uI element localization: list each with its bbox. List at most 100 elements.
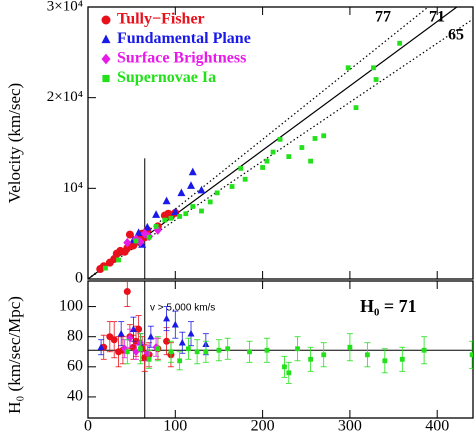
marker bbox=[321, 352, 327, 358]
marker bbox=[207, 199, 213, 205]
legend-marker bbox=[102, 74, 110, 83]
line-label: 71 bbox=[429, 9, 445, 26]
marker bbox=[469, 352, 473, 358]
marker bbox=[295, 346, 300, 352]
legend-label: Supernovae Ia bbox=[117, 69, 216, 86]
marker bbox=[171, 320, 179, 328]
marker bbox=[373, 77, 379, 82]
marker bbox=[162, 217, 168, 223]
plot-frame bbox=[87, 280, 474, 419]
marker bbox=[187, 329, 195, 337]
marker bbox=[345, 65, 351, 71]
marker bbox=[146, 356, 152, 362]
marker bbox=[168, 215, 174, 221]
x-tick-label: 100 bbox=[163, 418, 187, 432]
line-label: 77 bbox=[375, 9, 391, 26]
marker bbox=[123, 244, 132, 253]
marker bbox=[199, 208, 204, 214]
marker bbox=[321, 133, 327, 139]
marker bbox=[353, 105, 359, 111]
marker bbox=[190, 204, 196, 209]
marker bbox=[203, 349, 209, 355]
marker bbox=[286, 370, 292, 376]
marker bbox=[124, 349, 130, 355]
y-axis-label: Velocity (km/sec) bbox=[5, 83, 24, 203]
marker bbox=[229, 184, 235, 189]
x-tick-label: 300 bbox=[338, 418, 362, 432]
marker bbox=[147, 332, 155, 340]
marker bbox=[264, 158, 270, 164]
y-tick-label: 40 bbox=[67, 388, 83, 405]
legend-label: Fundamental Plane bbox=[117, 30, 251, 47]
annotation: H₀ = 71 bbox=[360, 296, 417, 316]
marker bbox=[238, 165, 244, 171]
y-tick-label: 80 bbox=[67, 327, 83, 344]
marker bbox=[264, 347, 270, 353]
marker bbox=[146, 234, 152, 240]
marker bbox=[286, 154, 292, 159]
legend-marker bbox=[101, 34, 111, 44]
x-tick-label: 0 bbox=[84, 418, 92, 432]
y-axis-label: H₀ (km/sec/Mpc) bbox=[5, 296, 24, 414]
marker bbox=[134, 228, 143, 236]
marker bbox=[247, 349, 252, 355]
marker bbox=[123, 288, 131, 296]
marker bbox=[155, 346, 161, 352]
marker bbox=[162, 196, 171, 205]
x-tick-label: 200 bbox=[251, 418, 275, 432]
y-tick-label: 3×10⁴ bbox=[47, 0, 83, 14]
marker bbox=[177, 358, 183, 364]
marker bbox=[364, 352, 370, 358]
y-tick-label: 0 bbox=[75, 270, 83, 287]
marker bbox=[282, 364, 287, 370]
marker bbox=[163, 314, 171, 322]
marker bbox=[270, 149, 276, 155]
y-tick-label: 2×10⁴ bbox=[47, 89, 83, 105]
marker bbox=[194, 349, 200, 355]
marker bbox=[399, 356, 405, 362]
marker bbox=[137, 346, 143, 352]
marker bbox=[110, 336, 118, 344]
marker bbox=[129, 325, 137, 332]
marker bbox=[153, 224, 159, 229]
marker bbox=[177, 188, 186, 197]
marker bbox=[214, 190, 220, 196]
marker bbox=[143, 222, 152, 231]
legend-label: Tully−Fisher bbox=[117, 11, 205, 28]
legend-marker bbox=[101, 53, 111, 65]
y-tick-label: 10⁴ bbox=[63, 180, 83, 196]
marker bbox=[103, 265, 108, 271]
marker bbox=[116, 257, 121, 263]
marker bbox=[197, 185, 206, 194]
marker bbox=[299, 145, 305, 150]
annotation: v > 5,000 km/s bbox=[150, 303, 215, 314]
marker bbox=[277, 136, 283, 142]
marker bbox=[397, 40, 403, 46]
marker bbox=[171, 207, 180, 216]
plot-frame bbox=[87, 6, 474, 280]
marker bbox=[225, 346, 231, 352]
marker bbox=[97, 343, 105, 351]
marker bbox=[308, 158, 314, 164]
marker bbox=[125, 230, 134, 239]
x-tick-label: 400 bbox=[425, 418, 449, 432]
marker bbox=[178, 338, 186, 346]
marker bbox=[308, 356, 314, 362]
marker bbox=[126, 334, 134, 343]
marker bbox=[260, 165, 266, 170]
marker bbox=[187, 181, 196, 189]
marker bbox=[152, 210, 161, 218]
marker bbox=[188, 167, 197, 176]
marker bbox=[132, 347, 140, 356]
marker bbox=[382, 358, 388, 364]
y-tick-label: 100 bbox=[59, 297, 83, 314]
marker bbox=[183, 211, 189, 217]
marker bbox=[177, 214, 183, 219]
line-label: 65 bbox=[448, 27, 464, 44]
marker bbox=[371, 65, 376, 71]
marker bbox=[117, 329, 125, 337]
marker bbox=[168, 349, 174, 355]
marker bbox=[123, 237, 132, 248]
marker bbox=[185, 346, 191, 352]
